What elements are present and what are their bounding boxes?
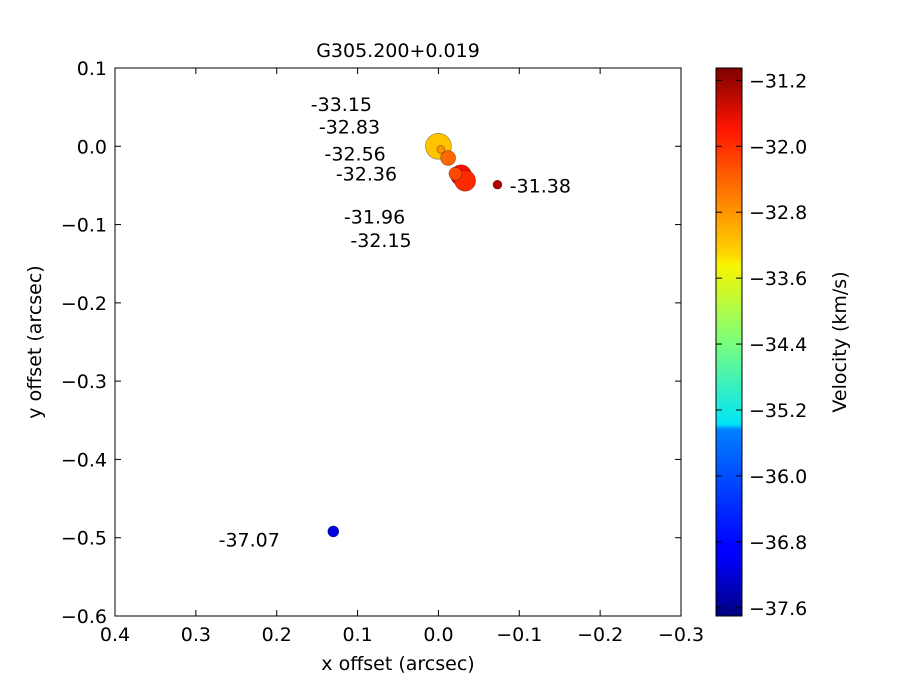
point-label: -31.38: [510, 175, 571, 197]
y-tick-label: 0.0: [77, 136, 107, 158]
y-tick-label: −0.3: [61, 371, 107, 393]
x-axis-label: x offset (arcsec): [321, 653, 474, 675]
data-points: [327, 132, 503, 538]
data-point: [448, 166, 463, 181]
point-label: -33.15: [311, 94, 372, 116]
x-tick-label: −0.3: [658, 624, 704, 646]
point-labels: -33.15-32.83 -32.56-32.36 -31.96-32.15 -31.…: [219, 94, 571, 551]
point-label: -32.83: [319, 117, 380, 139]
point-label: -32.56: [325, 143, 386, 165]
colorbar-tick-label: −31.2: [749, 70, 807, 92]
x-tick-label: 0.2: [262, 624, 292, 646]
colorbar-tick-label: −33.6: [749, 268, 807, 290]
x-tick-label: 0.4: [100, 624, 130, 646]
point-label: -32.36: [336, 164, 397, 186]
colorbar-tick-label: −32.8: [749, 202, 807, 224]
x-tick-label: 0.1: [342, 624, 372, 646]
plot-frame: [114, 67, 682, 617]
y-tick-label: −0.2: [61, 293, 107, 315]
point-label: -32.15: [350, 230, 411, 252]
point-label: -37.07: [219, 529, 280, 551]
colorbar-ticks: −31.2 −32.0 −32.8 −33.6 −34.4 −35.2 −36.0 −36.8…: [716, 70, 807, 620]
x-tick-label: −0.2: [577, 624, 623, 646]
x-tick-label: −0.1: [496, 624, 542, 646]
data-point: [440, 150, 456, 166]
data-point: [436, 145, 446, 154]
data-point: [492, 179, 503, 190]
y-tick-label: −0.6: [61, 606, 107, 628]
x-axis-ticks: 0.4 0.3 0.2 0.1 0.0 −0.1 −0.2 −0.3: [100, 68, 704, 646]
data-point: [327, 525, 340, 538]
colorbar: [715, 67, 743, 617]
colorbar-label: Velocity (km/s): [829, 271, 851, 412]
chart-title: G305.200+0.019: [316, 40, 480, 62]
y-tick-label: −0.1: [61, 215, 107, 237]
point-label: -31.96: [344, 207, 405, 229]
y-axis-ticks: −0.6 −0.5 −0.4 −0.3 −0.2 −0.1 0.0 0.1: [61, 58, 681, 628]
y-tick-label: 0.1: [77, 58, 107, 80]
colorbar-tick-label: −36.0: [749, 466, 807, 488]
colorbar-tick-label: −35.2: [749, 400, 807, 422]
colorbar-tick-label: −34.4: [749, 334, 807, 356]
colorbar-tick-label: −37.6: [749, 598, 807, 620]
y-tick-label: −0.5: [61, 528, 107, 550]
x-tick-label: 0.3: [181, 624, 211, 646]
colorbar-tick-label: −32.0: [749, 136, 807, 158]
x-tick-label: 0.0: [423, 624, 453, 646]
y-axis-label: y offset (arcsec): [24, 265, 46, 418]
y-tick-label: −0.4: [61, 449, 107, 471]
colorbar-tick-label: −36.8: [749, 532, 807, 554]
